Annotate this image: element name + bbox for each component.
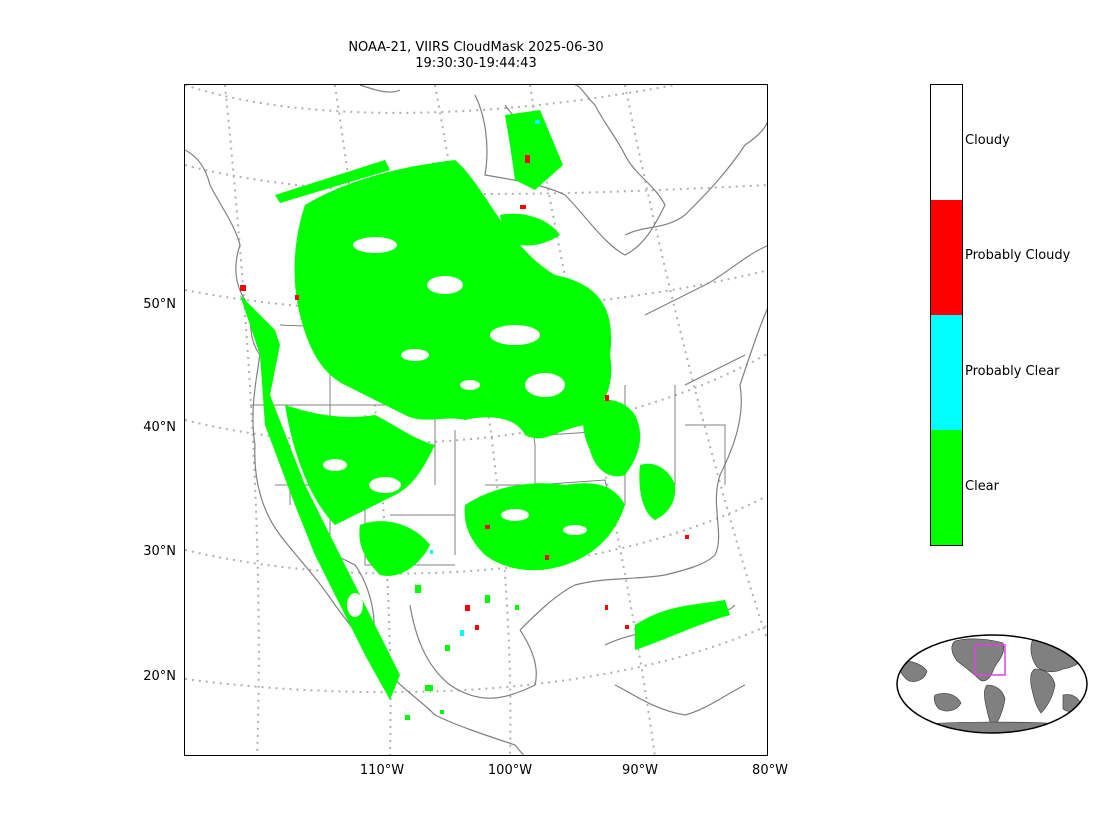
- legend-swatch-clear: [931, 430, 962, 545]
- legend-colorbar: [930, 84, 963, 546]
- map-canvas: [185, 85, 767, 755]
- lon-label-90w: 90°W: [622, 763, 658, 778]
- legend-swatch-probably-clear: [931, 315, 962, 430]
- cloud-mask-map[interactable]: [184, 84, 768, 756]
- legend-label-cloudy: Cloudy: [965, 133, 1010, 148]
- title-line-1: NOAA-21, VIIRS CloudMask 2025-06-30: [348, 40, 604, 55]
- lon-label-80w: 80°W: [752, 763, 788, 778]
- lon-label-100w: 100°W: [487, 763, 533, 778]
- title-line-2: 19:30:30-19:44:43: [415, 56, 537, 71]
- lat-label-50n: 50°N: [143, 297, 176, 312]
- coastlines: [185, 85, 767, 755]
- lat-label-40n: 40°N: [143, 420, 176, 435]
- cloud-mask-swath: [240, 110, 730, 720]
- inset-region-box: [974, 644, 1006, 676]
- legend-swatch-cloudy: [931, 85, 962, 200]
- map-title: NOAA-21, VIIRS CloudMask 2025-06-30 19:3…: [0, 40, 952, 72]
- lat-label-20n: 20°N: [143, 669, 176, 684]
- lat-label-30n: 30°N: [143, 544, 176, 559]
- legend-label-clear: Clear: [965, 479, 999, 494]
- legend-label-probably-cloudy: Probably Cloudy: [965, 248, 1071, 263]
- globe-inset-map: [896, 634, 1088, 734]
- legend-label-probably-clear: Probably Clear: [965, 364, 1060, 379]
- lon-label-110w: 110°W: [359, 763, 405, 778]
- legend-swatch-probably-cloudy: [931, 200, 962, 315]
